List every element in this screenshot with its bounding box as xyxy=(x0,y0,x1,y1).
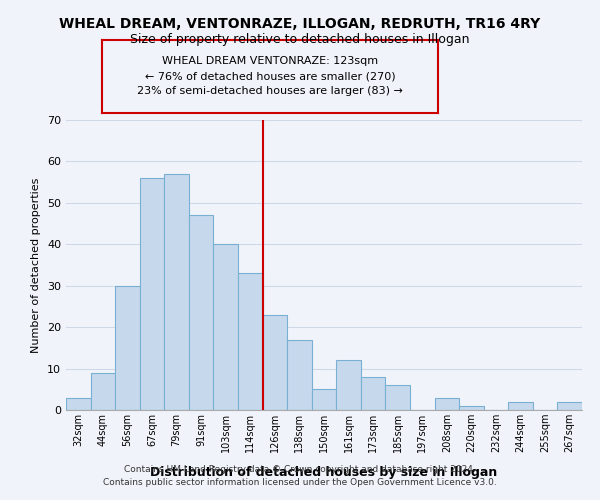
Bar xyxy=(557,402,582,410)
Bar xyxy=(214,244,238,410)
Bar xyxy=(115,286,140,410)
Bar xyxy=(312,390,336,410)
X-axis label: Distribution of detached houses by size in Illogan: Distribution of detached houses by size … xyxy=(151,466,497,479)
Bar xyxy=(508,402,533,410)
Bar xyxy=(91,372,115,410)
Bar xyxy=(164,174,189,410)
Text: Size of property relative to detached houses in Illogan: Size of property relative to detached ho… xyxy=(130,32,470,46)
Text: WHEAL DREAM, VENTONRAZE, ILLOGAN, REDRUTH, TR16 4RY: WHEAL DREAM, VENTONRAZE, ILLOGAN, REDRUT… xyxy=(59,18,541,32)
Bar xyxy=(459,406,484,410)
Bar xyxy=(361,377,385,410)
Bar xyxy=(263,314,287,410)
Y-axis label: Number of detached properties: Number of detached properties xyxy=(31,178,41,352)
Bar xyxy=(238,274,263,410)
Bar xyxy=(434,398,459,410)
Bar xyxy=(66,398,91,410)
Text: Contains HM Land Registry data © Crown copyright and database right 2024.: Contains HM Land Registry data © Crown c… xyxy=(124,466,476,474)
Text: Contains public sector information licensed under the Open Government Licence v3: Contains public sector information licen… xyxy=(103,478,497,487)
Bar xyxy=(336,360,361,410)
Bar xyxy=(140,178,164,410)
Bar xyxy=(287,340,312,410)
Bar xyxy=(189,216,214,410)
Text: WHEAL DREAM VENTONRAZE: 123sqm
← 76% of detached houses are smaller (270)
23% of: WHEAL DREAM VENTONRAZE: 123sqm ← 76% of … xyxy=(137,56,403,96)
Bar xyxy=(385,385,410,410)
